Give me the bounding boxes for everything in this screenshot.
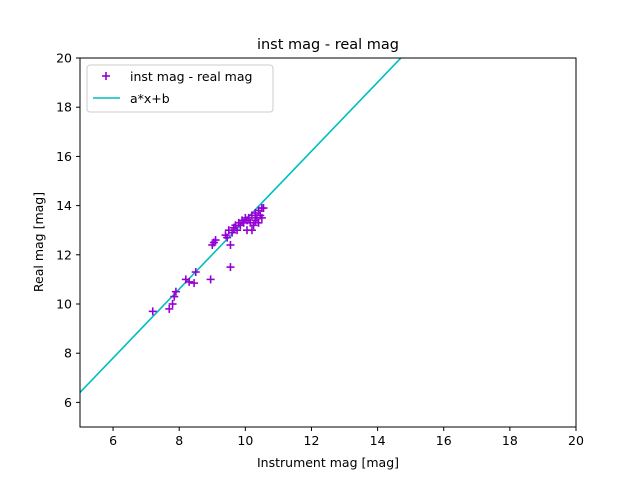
y-tick-label: 20 bbox=[56, 51, 72, 66]
x-tick-label: 12 bbox=[304, 433, 320, 448]
data-point bbox=[226, 263, 235, 272]
y-tick-label: 18 bbox=[56, 100, 72, 115]
x-tick-label: 20 bbox=[568, 433, 584, 448]
data-point bbox=[171, 287, 180, 296]
data-point bbox=[170, 292, 179, 301]
plot-frame bbox=[79, 57, 577, 428]
data-point bbox=[257, 213, 266, 222]
data-point bbox=[191, 268, 200, 277]
x-tick-label: 8 bbox=[175, 433, 183, 448]
legend: inst mag - real mag a*x+b bbox=[86, 64, 274, 113]
data-point bbox=[228, 228, 237, 237]
chart-title: inst mag - real mag bbox=[257, 37, 399, 53]
data-point bbox=[226, 240, 235, 249]
data-point bbox=[233, 226, 242, 235]
x-tick-label: 10 bbox=[237, 433, 253, 448]
data-point bbox=[165, 304, 174, 313]
x-tick-label: 14 bbox=[370, 433, 386, 448]
x-tick-label: 6 bbox=[109, 433, 117, 448]
y-tick-label: 10 bbox=[56, 297, 72, 312]
y-tick-label: 6 bbox=[64, 395, 72, 410]
data-point bbox=[206, 275, 215, 284]
data-point bbox=[223, 233, 232, 242]
data-point bbox=[168, 300, 177, 308]
x-tick-label: 16 bbox=[436, 433, 452, 448]
y-tick-label: 14 bbox=[56, 198, 72, 213]
y-axis-label: Real mag [mag] bbox=[31, 192, 46, 292]
legend-box bbox=[86, 64, 274, 113]
data-point bbox=[211, 236, 220, 245]
data-point bbox=[249, 221, 258, 230]
legend-label-line: a*x+b bbox=[130, 91, 170, 106]
y-tick-label: 16 bbox=[56, 149, 72, 164]
legend-label-scatter: inst mag - real mag bbox=[130, 69, 252, 84]
y-tick-label: 8 bbox=[64, 346, 72, 361]
data-point bbox=[190, 279, 199, 288]
fit-line bbox=[80, 58, 402, 393]
y-tick-label: 12 bbox=[56, 247, 72, 262]
data-point bbox=[185, 277, 194, 286]
legend-scatter-marker bbox=[102, 72, 110, 80]
data-point bbox=[259, 204, 268, 213]
legend-plus-icon bbox=[102, 72, 110, 80]
data-point bbox=[247, 226, 256, 235]
data-point bbox=[148, 307, 157, 316]
data-point bbox=[254, 218, 263, 227]
x-axis-label: Instrument mag [mag] bbox=[257, 455, 399, 470]
x-tick-label: 18 bbox=[502, 433, 518, 448]
